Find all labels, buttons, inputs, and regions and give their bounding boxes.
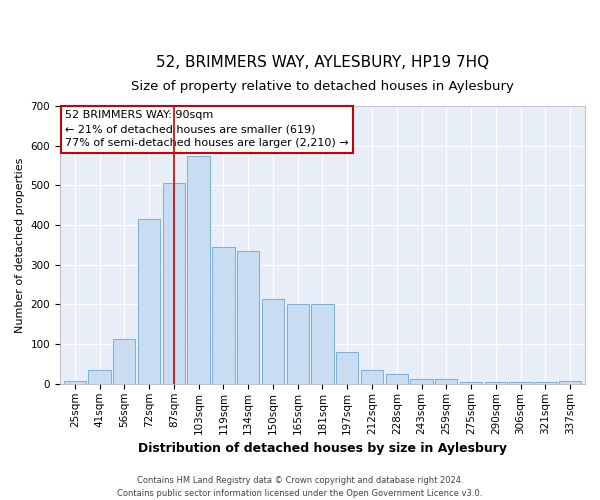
X-axis label: Distribution of detached houses by size in Aylesbury: Distribution of detached houses by size … <box>138 442 507 455</box>
Text: 52 BRIMMERS WAY: 90sqm
← 21% of detached houses are smaller (619)
77% of semi-de: 52 BRIMMERS WAY: 90sqm ← 21% of detached… <box>65 110 349 148</box>
Bar <box>460 382 482 384</box>
Bar <box>410 379 433 384</box>
Bar <box>212 247 235 384</box>
Bar <box>237 251 259 384</box>
Bar <box>64 380 86 384</box>
Bar <box>386 374 408 384</box>
Bar <box>287 304 309 384</box>
Bar <box>138 219 160 384</box>
Text: Size of property relative to detached houses in Aylesbury: Size of property relative to detached ho… <box>131 80 514 94</box>
Bar <box>311 304 334 384</box>
Bar <box>262 298 284 384</box>
Bar <box>534 382 557 384</box>
Bar <box>559 380 581 384</box>
Bar <box>88 370 110 384</box>
Text: Contains HM Land Registry data © Crown copyright and database right 2024.
Contai: Contains HM Land Registry data © Crown c… <box>118 476 482 498</box>
Y-axis label: Number of detached properties: Number of detached properties <box>15 157 25 332</box>
Title: 52, BRIMMERS WAY, AYLESBURY, HP19 7HQ: 52, BRIMMERS WAY, AYLESBURY, HP19 7HQ <box>156 55 489 70</box>
Bar <box>509 382 532 384</box>
Bar <box>485 382 507 384</box>
Bar <box>163 184 185 384</box>
Bar <box>187 156 210 384</box>
Bar <box>113 340 136 384</box>
Bar <box>336 352 358 384</box>
Bar <box>361 370 383 384</box>
Bar <box>435 379 457 384</box>
